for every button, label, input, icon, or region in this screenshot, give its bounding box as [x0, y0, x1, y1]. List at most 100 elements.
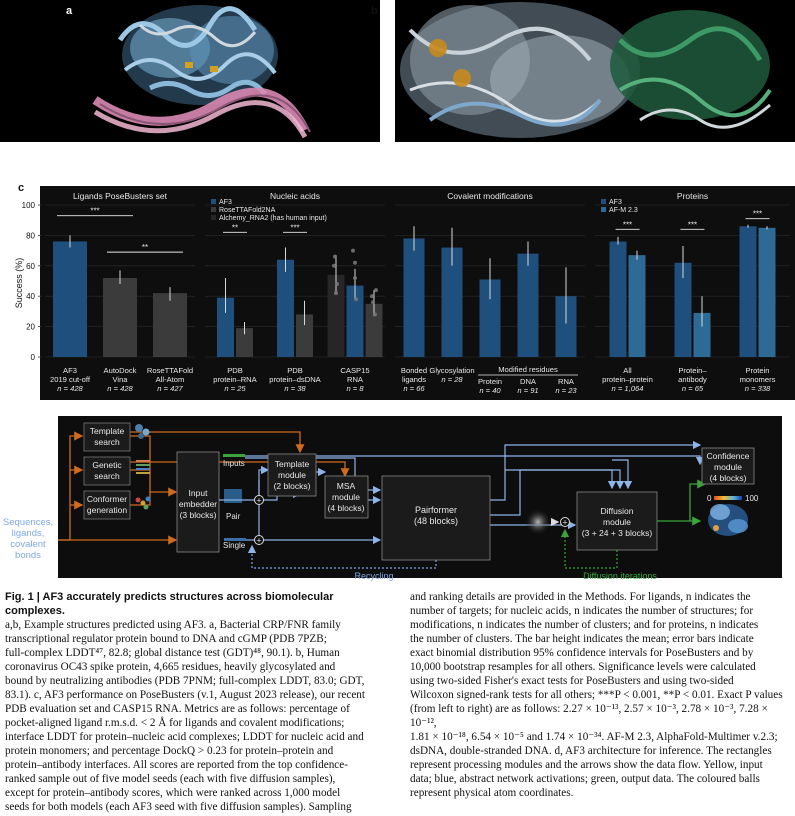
recycling-loop-arrow — [247, 544, 437, 569]
bar — [53, 241, 87, 357]
bar — [517, 253, 539, 357]
legend-label: RoseTTAFold2NA — [219, 207, 276, 214]
caption-left-line: coronavirus OC43 spike protein, 4,665 re… — [5, 661, 336, 673]
add-node-single: + — [256, 536, 261, 546]
inputs-left-line-4: bonds — [15, 550, 41, 561]
significance-label: *** — [90, 207, 99, 216]
caption-title: Fig. 1 | AF3 accurately predicts structu… — [5, 591, 334, 617]
template-search-line-1: Template — [90, 426, 125, 436]
significance-label: *** — [290, 223, 299, 232]
panel-a: a — [0, 0, 380, 142]
caption-left-line: transcriptional regulator protein bound … — [5, 633, 327, 645]
conformer-line-1: Conformer — [87, 494, 127, 504]
y-tick-label: 0 — [31, 353, 36, 362]
category-n-label: n = 66 — [403, 384, 425, 393]
caption-left-line: protein monomers; and percentage DockQ >… — [5, 745, 334, 757]
add-node-pair: + — [256, 496, 261, 506]
bar — [403, 238, 425, 357]
casp15-target-point — [371, 300, 375, 305]
confidence-module-line-1: Confidence — [706, 451, 749, 461]
y-tick-label: 80 — [26, 231, 35, 240]
casp15-target-point — [354, 297, 358, 302]
recycling-label: Recycling — [354, 571, 393, 581]
template-module-line-1: Template — [275, 459, 310, 469]
caption-right-line: represent processing modules and the arr… — [410, 759, 763, 771]
confidence-scale: 0 100 — [707, 494, 759, 503]
bar — [277, 259, 294, 357]
category-label: ligands — [402, 375, 426, 384]
confidence-module-box: Confidence module (4 blocks) — [701, 447, 755, 485]
inputs-bar — [223, 454, 245, 457]
category-label: antibody — [678, 375, 707, 384]
bar — [441, 247, 463, 357]
casp15-target-point — [334, 291, 338, 296]
caption-left-column: Fig. 1 | AF3 accurately predicts structu… — [5, 590, 391, 814]
significance-label: *** — [688, 220, 697, 229]
category-label: monomers — [740, 375, 776, 384]
panel-d: d Sequences, ligands, covalent bonds Tem… — [0, 413, 795, 585]
casp15-target-point — [353, 275, 357, 280]
chart-panel-title: Proteins — [677, 191, 708, 201]
category-label: Protein — [478, 377, 502, 386]
single-bar — [224, 538, 246, 541]
caption-left-line: PDB evaluation set and CASP15 RNA. Metri… — [5, 703, 350, 715]
caption-right-line: number of targets; for nucleic acids, n … — [410, 605, 754, 617]
casp15-target-point — [332, 263, 336, 268]
category-label: Bonded — [401, 366, 427, 375]
template-search-box: Template search — [83, 422, 150, 452]
panel-b: b — [371, 0, 795, 142]
casp15-target-point — [370, 294, 374, 299]
genetic-search-line-2: search — [94, 471, 120, 481]
pair-label: Pair — [226, 512, 241, 521]
chart-panel-title: Covalent modifications — [447, 191, 533, 201]
spike-antibody-structure-image — [400, 2, 772, 138]
caption-right-line: Wilcoxon signed-rank tests for all other… — [410, 689, 783, 701]
template-search-line-2: search — [94, 437, 120, 447]
casp15-target-point — [353, 260, 357, 265]
category-n-label: n = 91 — [517, 386, 538, 395]
predicted-structure-icon — [708, 504, 748, 536]
msa-alignment-icon — [136, 460, 150, 474]
chart-panel-title: Ligands PoseBusters set — [73, 191, 168, 201]
bar — [153, 293, 187, 357]
caption-right-column: and ranking details are provided in the … — [410, 590, 795, 800]
legend-swatch — [211, 207, 216, 212]
category-label: protein–protein — [602, 375, 653, 384]
caption-left-line: bound by neutralizing antibodies (PDB 7P… — [5, 675, 365, 687]
category-label: Vina — [112, 375, 128, 384]
caption-right-line: dsDNA, double-stranded DNA. d, AF3 archi… — [410, 745, 772, 757]
y-axis-ticks: 0 20 40 60 80 100 — [22, 201, 42, 362]
legend-label: AF-M 2.3 — [609, 207, 638, 214]
template-structure-icon — [135, 424, 150, 439]
category-n-label: n = 23 — [555, 386, 577, 395]
category-label: PDB — [287, 366, 303, 375]
category-n-label: n = 65 — [682, 384, 704, 393]
input-embedder-box: Input embedder (3 blocks) — [176, 451, 220, 553]
msa-module-line-3: (4 blocks) — [328, 503, 365, 513]
bar — [103, 277, 137, 357]
category-label: PDB — [227, 366, 243, 375]
caption-left-line: pocket-aligned ligand r.m.s.d. < 2 Å for… — [5, 717, 345, 729]
caption-left-line: interface LDDT for protein–nucleic acid … — [5, 731, 364, 743]
template-module-line-3: (2 blocks) — [274, 481, 311, 491]
legend-swatch — [601, 199, 606, 204]
category-n-label: n = 25 — [224, 384, 246, 393]
category-label: Protein — [745, 366, 769, 375]
scale-max-label: 100 — [745, 494, 759, 503]
category-n-label: n = 8 — [346, 384, 364, 393]
pair-representation-icon — [224, 489, 242, 503]
conformer-molecule-icon — [135, 496, 151, 510]
bar — [327, 274, 345, 357]
bar — [628, 255, 646, 357]
y-tick-label: 100 — [22, 201, 36, 210]
category-n-label: n = 428 — [107, 384, 133, 393]
diffusion-module-line-3: (3 + 24 + 3 blocks) — [582, 528, 653, 538]
bar — [609, 241, 627, 357]
add-node-diffusion: + — [562, 518, 567, 528]
input-embedder-line-1: Input — [189, 488, 209, 498]
casp15-target-point — [374, 288, 378, 293]
pairformer-line-1: Pairformer — [415, 505, 457, 515]
caption-right-line: exact binomial distribution 95% confiden… — [410, 647, 754, 659]
significance-label: *** — [753, 210, 762, 219]
